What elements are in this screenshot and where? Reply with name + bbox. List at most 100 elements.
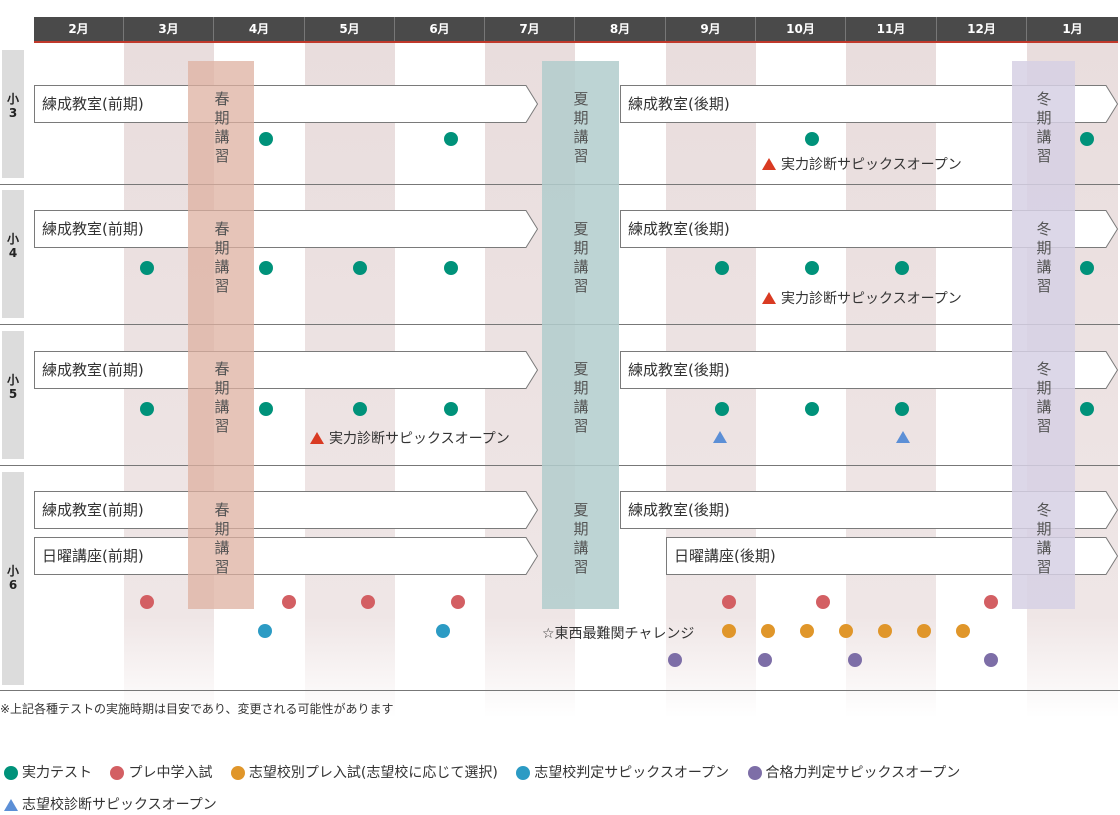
course-char: 習 [1036,558,1052,576]
course-char: 期 [573,520,589,538]
course-char: 期 [1036,109,1052,127]
course-label: 練成教室(前期) [42,95,144,113]
course-char: 習 [214,417,230,435]
pre-exam-dot [361,595,375,609]
course-char: 講 [214,398,230,416]
goukaku-open-dot [758,653,772,667]
course-char: 講 [214,128,230,146]
month-cell: 9月 [666,17,756,41]
course-arrow-first-half: 練成教室(前期) [34,85,538,123]
open-test-note-grade3: 実力診断サピックスオープン [762,154,962,174]
legend-item: 志望校判定サピックスオープン [516,762,729,782]
shindan-open-triangle [896,431,910,443]
jitsuryoku-test-dot [895,261,909,275]
jitsuryoku-test-dot [259,261,273,275]
jitsuryoku-test-dot [1080,402,1094,416]
pre-exam-dot [282,595,296,609]
shibobetsu-pre-exam-dot [722,624,736,638]
legend-label: 合格力判定サピックスオープン [765,765,961,781]
spring-course-label: 春期講習 [212,90,232,166]
course-char: 春 [214,220,230,238]
course-char: 習 [573,558,589,576]
course-char: 習 [1036,417,1052,435]
shibobetsu-pre-exam-dot [761,624,775,638]
jitsuryoku-test-dot [805,261,819,275]
course-label: 日曜講座(前期) [42,547,144,565]
course-char: 春 [214,90,230,108]
grade-number: 3 [8,106,18,120]
legend-item: プレ中学入試 [110,762,212,782]
course-char: 期 [1036,520,1052,538]
jitsuryoku-test-dot [259,132,273,146]
month-cell: 12月 [937,17,1027,41]
pre-exam-dot [140,595,154,609]
course-char: 冬 [1036,360,1052,378]
month-cell: 4月 [214,17,305,41]
legend-label: 志望校別プレ入試(志望校に応じて選択) [248,765,498,781]
spring-course-label: 春期講習 [212,220,232,296]
jitsuryoku-test-dot [353,402,367,416]
triangle-marker-icon [762,158,776,170]
grade-label: 小 [6,564,19,578]
jitsuryoku-test-dot [1080,132,1094,146]
course-char: 講 [1036,258,1052,276]
month-cell: 11月 [846,17,937,41]
arrow-shape [34,210,538,248]
course-char: 春 [214,501,230,519]
triangle-marker-icon [310,432,324,444]
winter-course-block [1012,61,1075,609]
circle-marker-icon [747,766,762,780]
legend-label: 志望校判定サピックスオープン [534,765,730,781]
row-separator [0,690,1120,691]
winter-course-label: 冬期講習 [1034,501,1054,577]
circle-marker-icon [110,766,125,780]
course-arrow-first-half: 練成教室(前期) [34,351,538,389]
course-char: 習 [573,147,589,165]
course-char: 講 [1036,539,1052,557]
pre-exam-dot [816,595,830,609]
course-char: 講 [573,398,589,416]
circle-marker-icon [230,766,245,780]
jitsuryoku-test-dot [259,402,273,416]
grade-label: 小 [6,232,19,246]
grade-number: 4 [8,246,18,260]
jitsuryoku-test-dot [895,402,909,416]
course-label: 練成教室(前期) [42,501,144,519]
course-char: 講 [573,539,589,557]
course-char: 期 [1036,379,1052,397]
jitsuryoku-test-dot [715,261,729,275]
course-char: 夏 [573,501,589,519]
jitsuryoku-test-dot [805,402,819,416]
triangle-marker-icon [4,799,18,811]
course-label: 練成教室(後期) [628,501,730,519]
month-cell: 6月 [395,17,485,41]
arrow-shape [34,85,538,123]
circle-marker-icon [4,766,18,780]
summer-course-label: 夏期講習 [571,220,591,296]
jitsuryoku-test-dot [353,261,367,275]
course-char: 期 [214,109,230,127]
course-char: 講 [214,258,230,276]
course-char: 期 [214,379,230,397]
grade-number: 6 [8,578,18,592]
footnote: ※上記各種テストの実施時期は目安であり、変更される可能性があります [0,702,394,716]
course-label: 練成教室(前期) [42,220,144,238]
course-char: 習 [1036,277,1052,295]
summer-course-label: 夏期講習 [571,90,591,166]
month-cell: 8月 [575,17,666,41]
pre-exam-dot [722,595,736,609]
course-char: 期 [214,239,230,257]
spring-course-label: 春期講習 [212,360,232,436]
jitsuryoku-test-dot [444,261,458,275]
course-label: 練成教室(後期) [628,220,730,238]
open-test-note-grade5: 実力診断サピックスオープン [310,428,510,448]
course-char: 習 [573,417,589,435]
course-char: 期 [1036,239,1052,257]
winter-course-label: 冬期講習 [1034,90,1054,166]
legend-label: 志望校診断サピックスオープン [22,797,217,813]
course-label: 練成教室(前期) [42,361,144,379]
summer-course-block [542,61,619,609]
course-char: 冬 [1036,220,1052,238]
